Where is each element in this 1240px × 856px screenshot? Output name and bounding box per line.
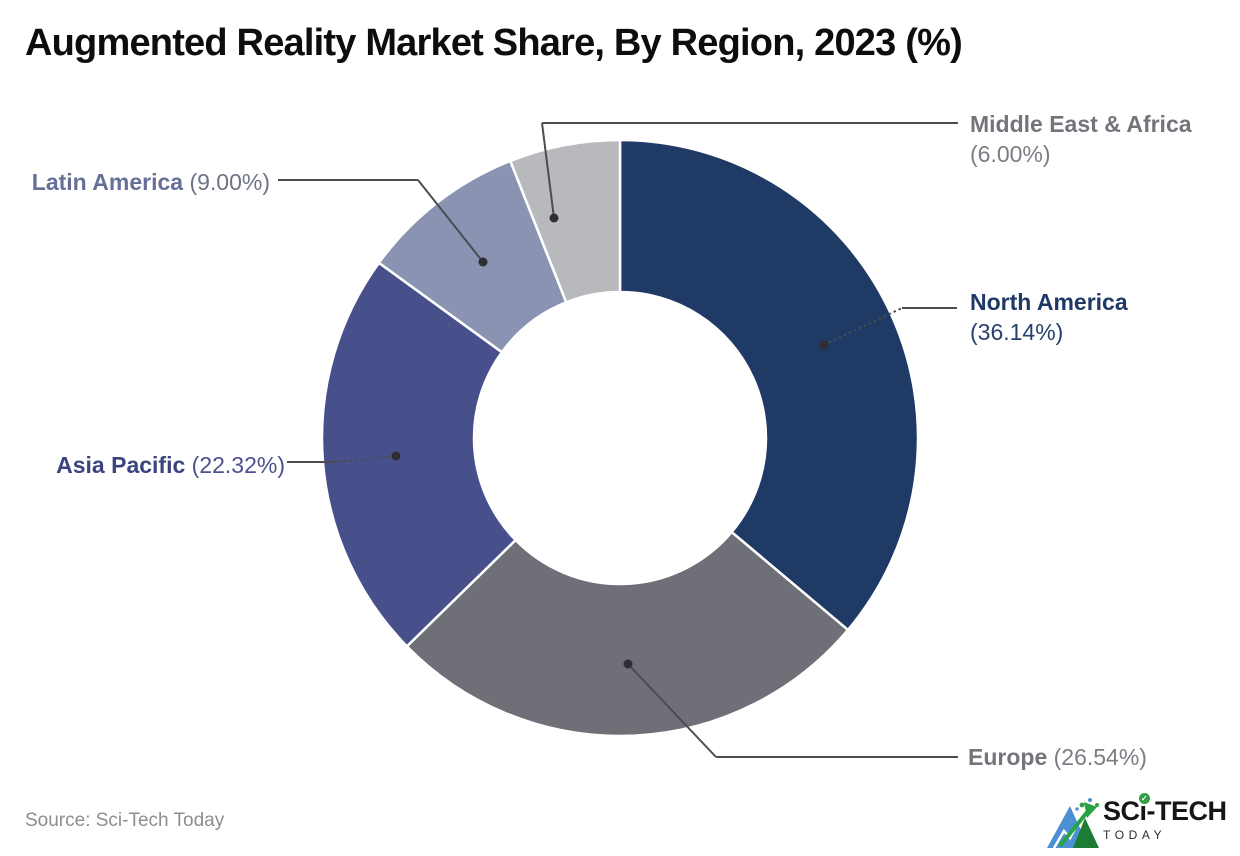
label-north-america: North America (36.14%) <box>970 287 1128 347</box>
logo-mark-icon <box>1047 798 1099 849</box>
callout-latin-america <box>278 179 488 267</box>
callout-middle-east-africa <box>541 122 958 223</box>
region-name: Asia Pacific <box>56 452 186 478</box>
logo-title-part: i <box>1139 796 1148 826</box>
region-name: North America <box>970 289 1128 315</box>
region-value: (22.32%) <box>191 452 285 478</box>
callout-europe <box>623 659 958 758</box>
callout-dot-north-america <box>819 340 829 350</box>
label-middle-east-africa: Middle East & Africa (6.00%) <box>970 109 1192 169</box>
logo-text: SCi ✓ -TECH TODAY <box>1103 793 1228 842</box>
region-value: (6.00%) <box>970 141 1051 167</box>
region-value: (26.54%) <box>1053 744 1147 770</box>
donut-segment-north-america <box>618 138 920 632</box>
sci-tech-today-logo: SCi ✓ -TECH TODAY <box>1046 793 1240 852</box>
donut-segment-middle-east-africa <box>509 138 622 304</box>
callout-asia-pacific <box>287 451 401 463</box>
region-value: (36.14%) <box>970 319 1064 345</box>
callout-dot-latin-america <box>478 257 488 267</box>
logo-title-part: SC <box>1103 796 1140 826</box>
donut-segment-europe <box>405 530 850 738</box>
logo-title: SCi ✓ -TECH <box>1103 793 1228 827</box>
callout-north-america <box>819 307 957 350</box>
label-latin-america: Latin America (9.00%) <box>32 167 270 197</box>
region-name: Middle East & Africa <box>970 111 1192 137</box>
callout-dot-middle-east-africa <box>549 213 559 223</box>
logo-subtitle: TODAY <box>1103 828 1167 842</box>
callout-dot-asia-pacific <box>391 451 401 461</box>
check-icon: ✓ <box>1138 793 1150 804</box>
logo-letter-i: i ✓ <box>1138 793 1150 827</box>
label-asia-pacific: Asia Pacific (22.32%) <box>56 450 285 480</box>
source-note: Source: Sci-Tech Today <box>25 810 225 831</box>
logo-title-part: -TECH <box>1146 796 1228 826</box>
region-name: Europe <box>968 744 1048 770</box>
region-value: (9.00%) <box>189 169 270 195</box>
chart-title: Augmented Reality Market Share, By Regio… <box>25 22 963 64</box>
region-name: Latin America <box>31 169 184 195</box>
callout-dot-europe <box>623 659 633 669</box>
label-europe: Europe (26.54%) <box>968 742 1147 772</box>
donut-segment-asia-pacific <box>320 261 517 648</box>
